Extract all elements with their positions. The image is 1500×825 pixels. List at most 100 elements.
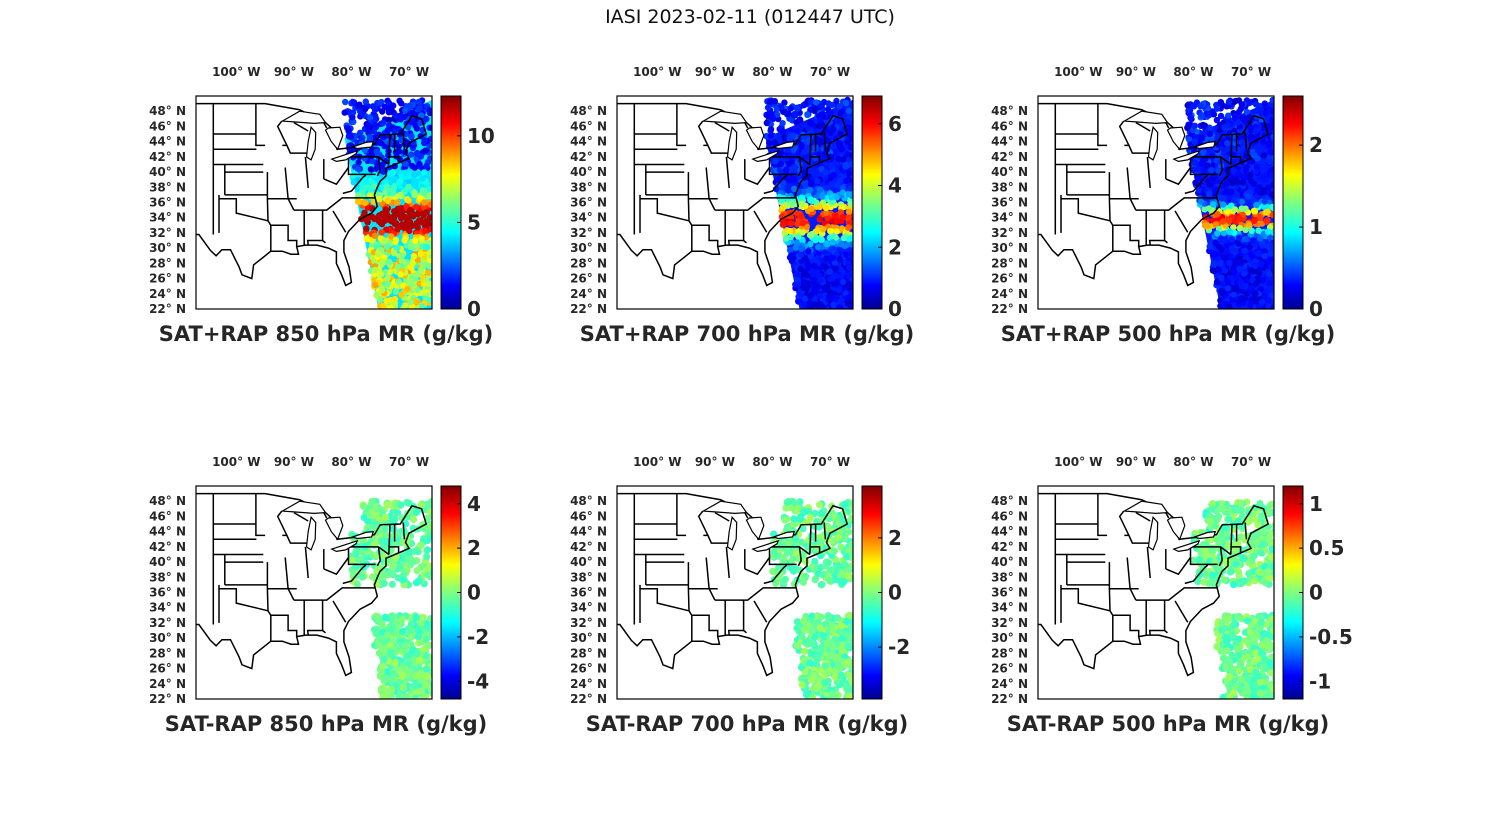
data-point (1261, 252, 1268, 260)
data-point (379, 662, 387, 670)
data-point (1231, 285, 1239, 293)
state-border (376, 546, 381, 567)
data-point (1231, 260, 1239, 267)
state-border (388, 523, 391, 555)
map-panel-3: 100° W 90° W 80° W 70° W48° N46° N44° N42° … (991, 65, 1335, 346)
data-point (1265, 535, 1273, 543)
lat-tick-label: 38° N (149, 570, 186, 584)
data-point (401, 237, 408, 244)
lat-tick-label: 46° N (149, 509, 186, 523)
data-point (1219, 218, 1227, 225)
data-point (778, 197, 785, 204)
data-point (1189, 556, 1197, 564)
data-point (361, 209, 368, 216)
data-point (407, 298, 414, 305)
data-point (834, 658, 842, 666)
data-point (766, 139, 773, 147)
data-point (383, 183, 390, 190)
colorbar-tick-label: 0 (467, 297, 481, 321)
data-point (1240, 140, 1247, 147)
state-border (697, 120, 709, 146)
data-point (355, 192, 362, 199)
data-point (827, 129, 835, 136)
data-point (839, 213, 847, 221)
data-point (779, 128, 786, 135)
data-point (827, 639, 835, 648)
data-point (798, 245, 805, 252)
data-point (1184, 102, 1191, 109)
data-point (1216, 121, 1224, 129)
data-point (423, 115, 430, 123)
state-border (388, 156, 400, 163)
data-point (1225, 218, 1233, 225)
data-point (783, 166, 790, 173)
lat-tick-label: 28° N (570, 646, 607, 660)
data-point (355, 159, 362, 166)
data-point (394, 508, 402, 517)
state-border (255, 493, 266, 537)
data-point (830, 547, 839, 555)
data-point (807, 98, 814, 106)
data-point (372, 122, 379, 129)
colorbar (440, 95, 462, 310)
data-point (815, 272, 822, 279)
data-point (1210, 250, 1218, 257)
data-point (1266, 502, 1274, 510)
lat-tick-label: 34° N (149, 211, 186, 225)
data-point (1199, 121, 1207, 129)
great-lake (745, 126, 765, 151)
data-point (1261, 562, 1269, 570)
lat-tick-label: 38° N (149, 180, 186, 194)
data-point (423, 552, 431, 561)
data-point (345, 127, 352, 135)
data-point (767, 126, 775, 133)
data-point (1248, 285, 1255, 292)
map-frame (195, 485, 433, 700)
data-point (1275, 683, 1282, 690)
data-point (786, 227, 794, 235)
data-point (1204, 162, 1211, 169)
panel-label: SAT-RAP 850 hPa MR (g/kg) (165, 712, 488, 736)
data-point (777, 150, 784, 157)
data-point (1197, 198, 1205, 205)
data-point (1224, 140, 1231, 147)
data-point (368, 497, 376, 505)
data-point (844, 138, 851, 145)
data-point (1229, 167, 1236, 174)
data-point (410, 259, 417, 267)
lat-tick-label: 28° N (149, 256, 186, 270)
data-point (394, 264, 401, 271)
data-point (427, 201, 432, 208)
data-point (793, 624, 801, 632)
data-point (398, 215, 405, 222)
data-point (414, 150, 421, 157)
state-border (640, 587, 690, 612)
data-point (364, 183, 371, 190)
data-point (395, 179, 403, 187)
data-point (390, 184, 398, 191)
data-point (852, 667, 853, 669)
figure-title: IASI 2023-02-11 (012447 UTC) (605, 6, 895, 28)
data-point (1243, 692, 1251, 699)
data-point (426, 573, 432, 581)
data-point (1259, 159, 1266, 166)
data-point (1274, 689, 1281, 696)
data-point (808, 563, 816, 571)
data-point (804, 260, 811, 268)
data-point (801, 301, 808, 309)
data-point (830, 232, 837, 240)
data-point (810, 633, 819, 642)
data-point (1269, 261, 1274, 269)
data-point (807, 180, 815, 188)
data-point (796, 498, 804, 506)
state-border (293, 197, 375, 211)
data-point (359, 184, 366, 191)
data-point (812, 154, 819, 162)
lat-tick-label: 30° N (149, 241, 186, 255)
state-border (687, 172, 693, 252)
data-point (844, 642, 852, 650)
data-point (786, 564, 795, 572)
data-point (799, 229, 806, 236)
data-point (381, 217, 388, 225)
state-border (744, 557, 771, 576)
